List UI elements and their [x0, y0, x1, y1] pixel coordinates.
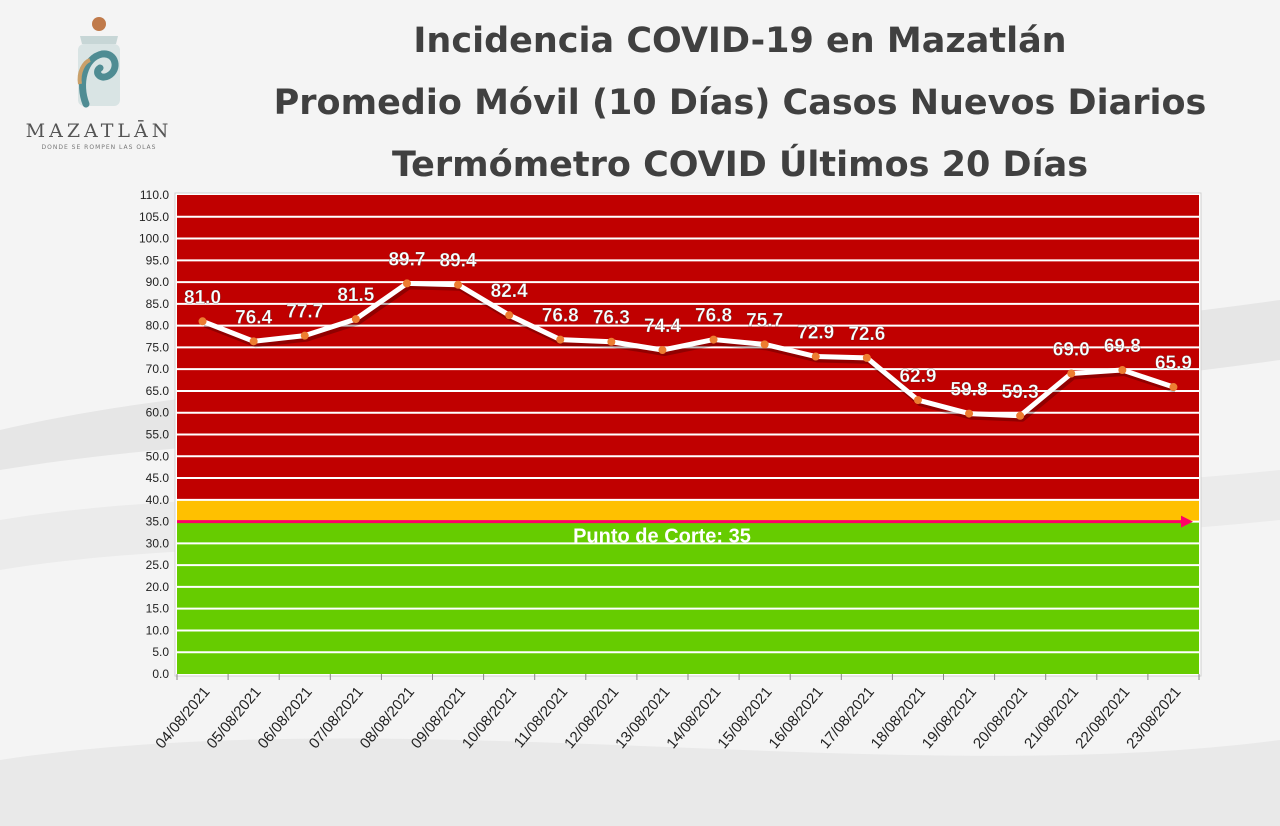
data-point: [1169, 383, 1178, 392]
data-point: [351, 315, 360, 324]
y-tick-label: 80.0: [146, 319, 170, 333]
logo-wordmark: MAZATLĀN: [25, 120, 173, 142]
y-tick-label: 20.0: [146, 580, 170, 594]
y-tick-label: 5.0: [152, 645, 169, 659]
y-tick-label: 85.0: [146, 297, 170, 311]
y-tick-label: 70.0: [146, 362, 170, 376]
data-label: 75.7: [746, 310, 783, 331]
y-tick-label: 100.0: [139, 232, 169, 246]
y-tick-label: 10.0: [146, 623, 170, 637]
data-label: 76.4: [235, 307, 272, 328]
data-point: [198, 317, 207, 326]
data-point: [658, 346, 667, 355]
y-tick-label: 110.0: [140, 188, 169, 202]
logo-tagline: DONDE SE ROMPEN LAS OLAS: [41, 144, 157, 151]
title-line-3: Termómetro COVID Últimos 20 Días: [391, 145, 1089, 185]
title-line-2: Promedio Móvil (10 Días) Casos Nuevos Di…: [273, 83, 1207, 123]
data-label: 89.4: [440, 251, 477, 272]
data-label: 62.9: [899, 366, 936, 387]
logo-emblem-icon: [77, 17, 120, 108]
data-label: 76.8: [542, 306, 579, 327]
y-tick-label: 95.0: [146, 253, 170, 267]
y-tick-label: 105.0: [139, 210, 169, 224]
y-tick-label: 15.0: [146, 602, 170, 616]
y-tick-label: 75.0: [146, 340, 170, 354]
data-label: 69.0: [1053, 340, 1090, 361]
data-point: [249, 337, 258, 346]
cutoff-arrow-icon: [1181, 515, 1193, 528]
mazatlan-logo: MAZATLĀN DONDE SE ROMPEN LAS OLAS: [14, 14, 184, 174]
data-label: 77.7: [286, 302, 323, 323]
data-point: [862, 353, 871, 362]
data-point: [1016, 411, 1025, 420]
data-point: [965, 409, 974, 418]
data-point: [300, 331, 309, 340]
data-label: 76.8: [695, 306, 732, 327]
y-tick-label: 65.0: [146, 384, 170, 398]
y-tick-label: 40.0: [146, 493, 170, 507]
data-point: [454, 280, 463, 289]
y-tick-label: 25.0: [146, 558, 170, 572]
band-1: [177, 499, 1199, 522]
series-line-shadow: [203, 283, 1177, 422]
y-tick-label: 0.0: [152, 667, 169, 681]
y-tick-label: 35.0: [146, 515, 170, 529]
data-point: [402, 279, 411, 288]
y-tick-label: 45.0: [146, 471, 170, 485]
data-point: [556, 335, 565, 344]
data-label: 89.7: [388, 249, 425, 270]
data-label: 65.9: [1155, 353, 1192, 374]
y-tick-label: 60.0: [146, 406, 170, 420]
data-label: 59.8: [951, 380, 988, 401]
data-point: [1118, 366, 1127, 375]
y-tick-label: 55.0: [146, 428, 170, 442]
data-label: 74.4: [644, 316, 681, 337]
data-label: 82.4: [491, 281, 528, 302]
data-point: [505, 311, 514, 320]
data-point: [811, 352, 820, 361]
data-label: 72.9: [797, 323, 834, 344]
data-label: 59.3: [1002, 382, 1039, 403]
y-tick-label: 30.0: [146, 536, 170, 550]
data-point: [913, 396, 922, 405]
band-0: [177, 521, 1199, 674]
data-label: 69.8: [1104, 336, 1141, 357]
series-line: [201, 280, 1175, 419]
data-label: 76.3: [593, 308, 630, 329]
title-line-1: Incidencia COVID-19 en Mazatlán: [413, 21, 1067, 61]
y-tick-label: 90.0: [146, 275, 170, 289]
data-label: 72.6: [848, 324, 885, 345]
data-label: 81.0: [184, 287, 221, 308]
data-label: 81.5: [337, 285, 374, 306]
data-point: [1067, 369, 1076, 378]
data-point: [760, 340, 769, 349]
data-point: [709, 335, 718, 344]
y-tick-label: 50.0: [146, 449, 170, 463]
data-point: [607, 337, 616, 346]
chart-titles: Incidencia COVID-19 en Mazatlán Promedio…: [215, 10, 1265, 196]
cutoff-label: Punto de Corte: 35: [573, 526, 751, 548]
